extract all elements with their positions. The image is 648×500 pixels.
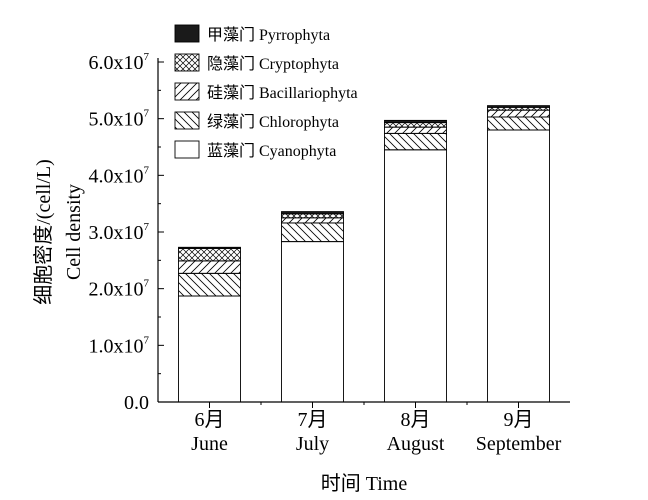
bar-segment-1-2 (281, 217, 344, 224)
x-tick-label-3-0: 9月 (504, 409, 534, 431)
bar-segment-0-0 (178, 295, 241, 403)
bar-segment-0-4 (178, 246, 241, 249)
y-axis-title-cn: 细胞密度/(cell/L) (32, 159, 55, 305)
y-tick-label-4: 4.0x107 (89, 164, 150, 187)
x-tick-label-1-0: 7月 (298, 409, 328, 431)
bar-segment-2-0 (384, 149, 447, 403)
bar-segment-3-2 (487, 109, 550, 118)
y-tick-label-0: 0.0 (124, 392, 149, 414)
y-tick-label-6: 6.0x107 (89, 51, 150, 74)
x-tick-label-2-0: 8月 (401, 409, 431, 431)
bar-segment-2-3 (384, 122, 447, 128)
y-tick-label-3: 3.0x107 (89, 221, 150, 244)
x-tick-label-3-1: September (476, 433, 562, 455)
y-tick-label-1: 1.0x107 (89, 334, 150, 357)
legend-swatch-4 (174, 24, 200, 43)
bar-segment-2-2 (384, 126, 447, 134)
axis-titles: 细胞密度/(cell/L) Cell density 时间 Time (32, 159, 407, 495)
bar-segment-1-0 (281, 241, 344, 403)
bar-segment-0-2 (178, 260, 241, 274)
x-tick-label-0-0: 6月 (195, 409, 225, 431)
legend-label-1: 绿藻门 Chlorophyta (207, 113, 339, 131)
bar-segment-3-0 (487, 129, 550, 403)
y-axis-title-en: Cell density (63, 184, 85, 280)
legend-swatch-0 (174, 140, 200, 159)
y-tick-label-2: 2.0x107 (89, 278, 150, 301)
bar-segment-2-4 (384, 119, 447, 124)
legend-label-2: 硅藻门 Bacillariophyta (207, 84, 358, 102)
axes-layer: 0.0 1.0x107 2.0x107 3.0x107 4.0x107 5.0x107 6.… (89, 51, 570, 455)
bar-segment-1-3 (281, 213, 344, 219)
bars-layer (178, 105, 550, 403)
x-tick-label-1-1: July (296, 433, 329, 455)
bar-segment-0-1 (178, 272, 241, 297)
x-axis-title: 时间 Time (321, 472, 408, 495)
legend-swatch-1 (174, 111, 200, 130)
legend-label-4: 甲藻门 Pyrrophyta (207, 26, 330, 44)
x-tick-label-2-1: August (387, 433, 445, 455)
bar-segment-1-4 (281, 211, 344, 215)
bar-segment-2-1 (384, 132, 447, 151)
bar-segment-1-1 (281, 222, 344, 243)
legend-label-0: 蓝藻门 Cyanophyta (207, 142, 336, 160)
legend-swatch-2 (174, 82, 200, 101)
legend-swatch-3 (174, 53, 200, 72)
x-tick-label-0-1: June (191, 433, 228, 455)
bar-segment-0-3 (178, 247, 241, 262)
bar-segment-3-4 (487, 105, 550, 108)
y-tick-label-5: 5.0x107 (89, 108, 150, 131)
legend: 甲藻门 Pyrrophyta 隐藻门 Cryptophyta 硅藻门 Bacilla… (174, 24, 358, 160)
legend-label-3: 隐藻门 Cryptophyta (207, 55, 339, 73)
bar-segment-3-1 (487, 116, 550, 131)
